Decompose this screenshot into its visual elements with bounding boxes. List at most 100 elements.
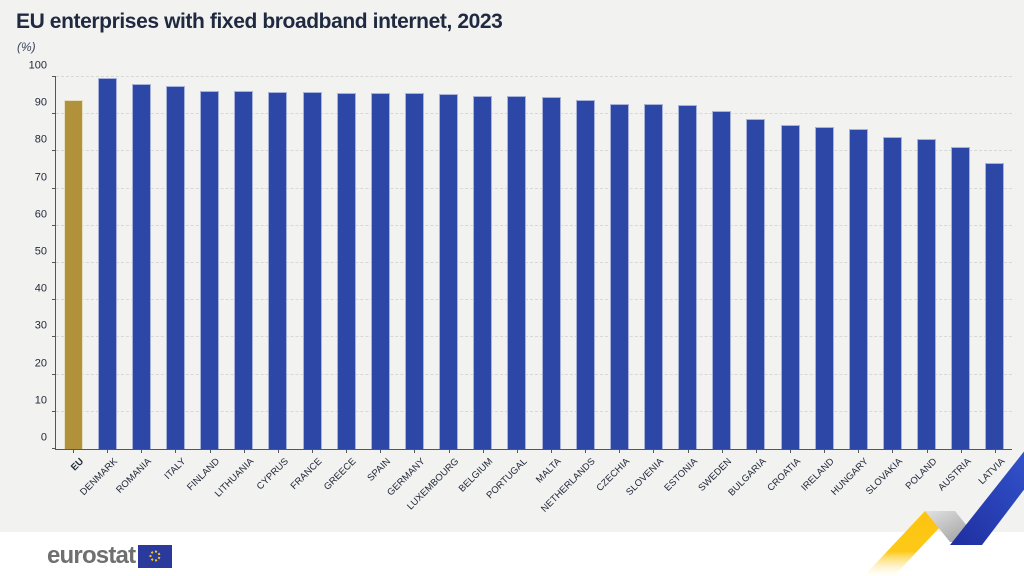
bar-slovenia	[643, 104, 663, 449]
y-tick-mark-80	[52, 150, 56, 152]
bar-denmark	[97, 78, 117, 449]
x-tick-mark-lithuania	[243, 449, 245, 453]
x-tick-mark-latvia	[994, 449, 996, 453]
x-tick-mark-greece	[346, 449, 348, 453]
y-tick-mark-70	[52, 187, 56, 189]
bar-slot-luxembourg: LUXEMBOURG	[405, 77, 466, 512]
x-label-france: FRANCE	[289, 456, 325, 492]
eu-flag-icon	[138, 544, 173, 568]
bar-slot-romania: ROMANIA	[115, 77, 158, 496]
eurostat-logo: eurostat	[47, 544, 173, 568]
bar-slot-slovakia: SLOVAKIA	[864, 77, 909, 497]
y-tick-mark-30	[52, 336, 56, 338]
bar-slot-poland: POLAND	[904, 77, 944, 492]
x-label-greece: GREECE	[322, 456, 359, 493]
bar-eu	[63, 100, 83, 449]
x-label-spain: SPAIN	[365, 456, 394, 484]
bar-slovakia	[882, 136, 902, 449]
y-tick-label-20: 20	[34, 357, 47, 370]
gridline-60	[56, 224, 1012, 226]
x-tick-mark-spain	[380, 449, 382, 453]
gridline-20	[56, 373, 1012, 375]
bar-slot-france: FRANCE	[289, 77, 329, 492]
x-label-eu: EU	[68, 456, 86, 474]
y-tick-mark-90	[52, 113, 56, 115]
y-tick-label-50: 50	[34, 245, 47, 258]
bar-slot-croatia: CROATIA	[765, 77, 807, 494]
x-label-italy: ITALY	[162, 456, 189, 482]
bar-lithuania	[234, 91, 254, 449]
y-tick-label-60: 60	[34, 208, 47, 221]
gridline-70	[56, 187, 1012, 189]
x-tick-mark-croatia	[790, 449, 792, 453]
bar-slot-bulgaria: BULGARIA	[726, 77, 773, 498]
x-tick-mark-portugal	[516, 449, 518, 453]
plot-area: 0 10 20 30 40 50 60 70 80 90 100 EU DENMARK ROMANIA IT…	[29, 60, 1012, 515]
x-tick-mark-romania	[141, 449, 143, 453]
x-tick-mark-poland	[926, 449, 928, 453]
y-tick-label-0: 0	[40, 431, 47, 444]
bar-slot-denmark: DENMARK	[78, 77, 124, 498]
y-tick-mark-10	[52, 410, 56, 412]
bar-spain	[370, 93, 390, 449]
x-label-latvia: LATVIA	[976, 456, 1008, 487]
y-tick-mark-40	[52, 299, 56, 301]
bar-slot-lithuania: LITHUANIA	[213, 77, 261, 500]
gridline-10	[56, 410, 1012, 412]
x-tick-mark-denmark	[107, 449, 109, 453]
gridline-80	[56, 150, 1012, 152]
bar-slot-greece: GREECE	[322, 77, 363, 493]
bar-czechia	[609, 103, 629, 449]
bar-finland	[200, 90, 220, 449]
bar-greece	[336, 92, 356, 449]
y-tick-label-80: 80	[34, 133, 47, 146]
x-tick-mark-ireland	[824, 449, 826, 453]
bars-container: EU DENMARK ROMANIA ITALY FINLAND LITHUANIA CYP…	[56, 77, 1012, 515]
y-tick-label-10: 10	[34, 394, 47, 407]
eu-flag-stars	[149, 550, 161, 562]
gridline-50	[56, 262, 1012, 263]
bar-cyprus	[268, 91, 288, 449]
y-tick-mark-60	[52, 224, 56, 226]
y-tick-mark-50	[52, 262, 56, 263]
x-tick-mark-austria	[960, 449, 962, 453]
x-tick-mark-cyprus	[277, 449, 279, 453]
bar-poland	[917, 139, 937, 449]
x-tick-mark-slovenia	[653, 449, 655, 453]
bar-slot-austria: AUSTRIA	[936, 77, 978, 493]
x-label-estonia: ESTONIA	[662, 456, 701, 494]
bar-belgium	[473, 95, 493, 449]
chart-title: EU enterprises with fixed broadband inte…	[16, 10, 503, 33]
x-tick-mark-italy	[175, 449, 177, 453]
x-tick-mark-eu	[73, 449, 75, 453]
x-tick-mark-slovakia	[892, 449, 894, 453]
bar-slot-slovenia: SLOVENIA	[624, 77, 670, 498]
bar-germany	[404, 93, 424, 449]
x-tick-mark-finland	[209, 449, 211, 453]
x-tick-mark-hungary	[858, 449, 860, 453]
bar-bulgaria	[746, 118, 766, 449]
bar-austria	[951, 146, 971, 449]
x-tick-mark-netherlands	[585, 449, 587, 453]
bar-slot-finland: FINLAND	[185, 77, 227, 493]
x-label-cyprus: CYPRUS	[254, 456, 291, 493]
bar-slot-cyprus: CYPRUS	[254, 77, 295, 492]
bar-netherlands	[575, 100, 595, 449]
bar-italy	[165, 86, 185, 449]
gridline-40	[56, 299, 1012, 301]
bar-slot-sweden: SWEDEN	[697, 77, 739, 494]
bar-portugal	[507, 96, 527, 449]
bar-france	[302, 91, 322, 449]
bar-slot-netherlands: NETHERLANDS	[539, 77, 602, 515]
bar-slot-eu: EU	[56, 77, 90, 473]
x-label-malta: MALTA	[534, 456, 564, 486]
y-tick-label-40: 40	[34, 282, 47, 295]
x-tick-mark-malta	[551, 449, 553, 453]
y-tick-label-30: 30	[34, 319, 47, 332]
bar-slot-malta: MALTA	[534, 77, 568, 486]
x-label-poland: POLAND	[903, 456, 940, 492]
bar-ireland	[814, 126, 834, 449]
x-label-slovakia: SLOVAKIA	[864, 456, 906, 498]
x-label-croatia: CROATIA	[765, 456, 803, 494]
gridline-90	[56, 113, 1012, 115]
